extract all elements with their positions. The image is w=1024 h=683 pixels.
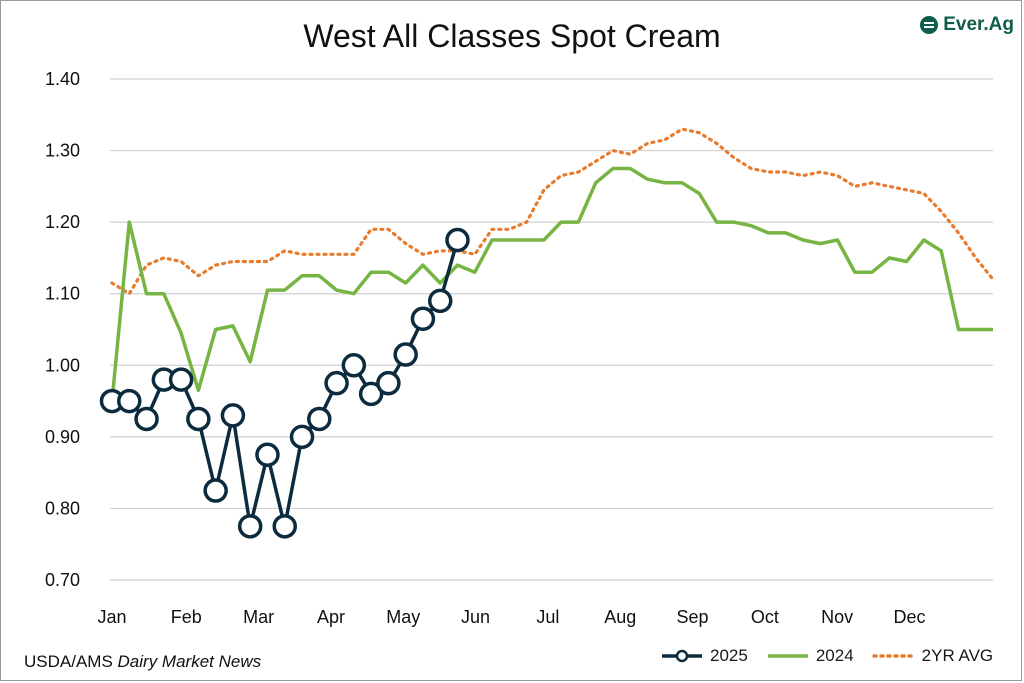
- brand-logo: Ever.Ag: [919, 14, 1014, 36]
- x-tick-label: Jul: [536, 607, 559, 627]
- y-tick-label: 1.20: [45, 212, 80, 232]
- y-tick-label: 1.30: [45, 141, 80, 161]
- data-point: [289, 424, 315, 450]
- data-point: [134, 406, 159, 432]
- y-axis: 0.70 0.80 0.90 1.00 1.10 1.20 1.30 1.40: [45, 69, 80, 590]
- legend-label: 2024: [815, 646, 854, 665]
- data-point: [376, 370, 401, 396]
- legend-swatch: [871, 654, 916, 658]
- series-line-2yr-avg: [110, 127, 995, 296]
- legend-swatch: [662, 649, 702, 663]
- chart-legend: 2025 2024 2YR AVG: [660, 646, 993, 666]
- legend-label: 2YR AVG: [921, 646, 994, 665]
- y-tick-label: 0.80: [45, 498, 80, 518]
- legend-label: 2025: [710, 646, 748, 665]
- data-point: [358, 381, 384, 407]
- data-point: [220, 403, 246, 428]
- x-tick-label: May: [386, 607, 420, 627]
- x-tick-label: Dec: [893, 607, 925, 627]
- data-point: [186, 406, 211, 432]
- legend-item: 2YR AVG: [871, 646, 994, 666]
- legend-swatch: [767, 654, 808, 658]
- data-point: [117, 388, 142, 414]
- data-point: [237, 514, 263, 539]
- data-point: [410, 306, 436, 332]
- y-tick-label: 0.70: [45, 570, 80, 590]
- x-tick-label: Jan: [97, 607, 126, 627]
- x-axis: Jan Feb Mar Apr May Jun Jul Aug Sep Oct Nov Dec: [97, 607, 925, 627]
- source-note: USDA/AMS Dairy Market News: [24, 652, 261, 672]
- y-tick-label: 1.40: [45, 69, 80, 89]
- data-point: [341, 353, 367, 378]
- brand-mark-icon: [920, 16, 939, 34]
- data-point: [203, 478, 228, 503]
- source-publication: Dairy Market News: [117, 652, 262, 671]
- chart-title: West All Classes Spot Cream: [303, 18, 721, 54]
- legend-item: 2025: [660, 646, 748, 666]
- data-point: [445, 227, 470, 253]
- data-point: [272, 514, 297, 539]
- data-point: [427, 288, 453, 314]
- x-tick-label: Sep: [677, 607, 709, 627]
- grid: [110, 78, 993, 581]
- y-tick-label: 1.00: [45, 355, 80, 375]
- x-tick-label: Apr: [317, 607, 345, 627]
- legend-item: 2024: [766, 646, 854, 666]
- brand-name: Ever.Ag: [943, 14, 1014, 35]
- series-line-2024: [110, 166, 993, 402]
- x-tick-label: Feb: [171, 607, 202, 627]
- data-point: [324, 370, 349, 396]
- x-tick-label: Jun: [461, 607, 490, 627]
- x-tick-label: Mar: [243, 607, 274, 627]
- source-prefix: USDA/AMS: [24, 652, 118, 671]
- series: [99, 127, 995, 539]
- data-point: [307, 406, 332, 432]
- data-point: [255, 442, 280, 467]
- x-tick-label: Nov: [821, 607, 853, 627]
- data-point: [168, 367, 194, 392]
- x-tick-label: Aug: [604, 607, 636, 627]
- x-tick-label: Oct: [751, 607, 779, 627]
- y-tick-label: 1.10: [45, 284, 80, 304]
- y-tick-label: 0.90: [45, 427, 80, 447]
- data-point: [393, 342, 418, 367]
